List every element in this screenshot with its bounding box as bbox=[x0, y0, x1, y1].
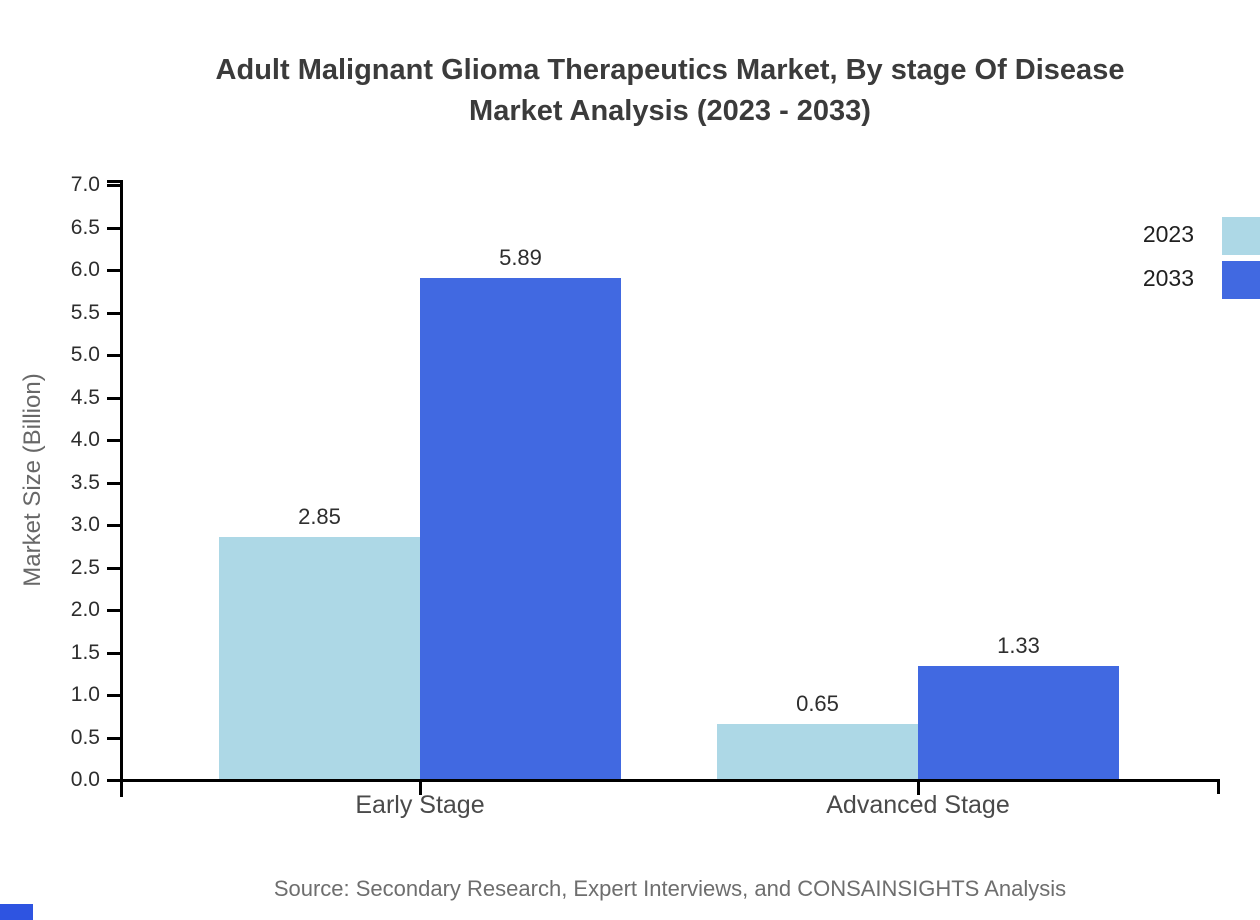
bar-value-label: 0.65 bbox=[796, 691, 839, 716]
y-axis-tick bbox=[107, 184, 120, 187]
bar-value-label: 5.89 bbox=[499, 245, 542, 270]
y-axis-tick-label: 6.0 bbox=[70, 258, 100, 281]
bar-2023-early-stage bbox=[219, 537, 420, 779]
y-axis-tick-label: 4.5 bbox=[70, 386, 100, 409]
x-axis-tick bbox=[917, 782, 920, 795]
y-axis-tick bbox=[107, 354, 120, 357]
y-axis-tick bbox=[107, 269, 120, 272]
y-axis-tick bbox=[107, 524, 120, 527]
y-axis-tick bbox=[107, 567, 120, 570]
y-axis-tick-label: 0.5 bbox=[70, 726, 100, 749]
y-axis-end-cap bbox=[107, 180, 120, 183]
legend-label-2033: 2033 bbox=[1142, 265, 1194, 291]
y-axis-tick bbox=[107, 312, 120, 315]
y-axis-tick bbox=[107, 227, 120, 230]
y-axis-tick-label: 2.0 bbox=[70, 598, 100, 621]
legend-label-2023: 2023 bbox=[1142, 221, 1194, 247]
y-axis-tick-label: 1.5 bbox=[70, 641, 100, 664]
y-axis-tick bbox=[107, 779, 120, 782]
y-axis-tick bbox=[107, 482, 120, 485]
y-axis-tick bbox=[107, 609, 120, 612]
y-axis-tick bbox=[107, 652, 120, 655]
bar-value-label: 2.85 bbox=[298, 504, 341, 529]
y-axis-tick-label: 5.0 bbox=[70, 343, 100, 366]
bar-2033-advanced-stage bbox=[918, 666, 1119, 779]
y-axis-tick bbox=[107, 737, 120, 740]
y-axis-tick-label: 2.5 bbox=[70, 556, 100, 579]
y-axis-tick-label: 3.0 bbox=[70, 513, 100, 536]
y-axis-tick-label: 3.5 bbox=[70, 471, 100, 494]
y-axis-tick bbox=[107, 694, 120, 697]
chart-title-line2: Market Analysis (2023 - 2033) bbox=[469, 95, 871, 127]
category-label-advanced-stage: Advanced Stage bbox=[826, 791, 1010, 819]
x-axis-end-cap bbox=[1217, 779, 1220, 794]
y-axis-tick-label: 0.0 bbox=[70, 768, 100, 791]
bar-2033-early-stage bbox=[420, 278, 621, 779]
category-label-early-stage: Early Stage bbox=[355, 791, 485, 819]
x-axis-line bbox=[120, 779, 1220, 782]
chart-title: Adult Malignant Glioma Therapeutics Mark… bbox=[120, 50, 1220, 132]
y-axis-label: Market Size (Billion) bbox=[19, 373, 46, 587]
y-axis-tick-label: 7.0 bbox=[70, 173, 100, 196]
y-axis-tick-label: 1.0 bbox=[70, 683, 100, 706]
y-axis-tick bbox=[107, 439, 120, 442]
brand-logo-mark bbox=[0, 904, 33, 920]
bar-value-label: 1.33 bbox=[997, 633, 1040, 658]
bar-2023-advanced-stage bbox=[717, 724, 918, 779]
y-axis-tick-label: 6.5 bbox=[70, 216, 100, 239]
legend-swatch-2033 bbox=[1222, 261, 1260, 299]
chart-title-line1: Adult Malignant Glioma Therapeutics Mark… bbox=[215, 54, 1125, 86]
x-axis-tick bbox=[419, 782, 422, 795]
legend-swatch-2023 bbox=[1222, 217, 1260, 255]
y-axis-tick-label: 5.5 bbox=[70, 301, 100, 324]
y-axis-tick-label: 4.0 bbox=[70, 428, 100, 451]
plot-area: 0.0 0.5 1.0 1.5 2.0 2.5 3.0 3.5 4.0 4.5 5.0 5.5 6.0 6… bbox=[71, 173, 1220, 797]
source-note: Source: Secondary Research, Expert Inter… bbox=[273, 876, 1067, 901]
y-axis-tick bbox=[107, 397, 120, 400]
y-axis-line bbox=[120, 180, 123, 797]
